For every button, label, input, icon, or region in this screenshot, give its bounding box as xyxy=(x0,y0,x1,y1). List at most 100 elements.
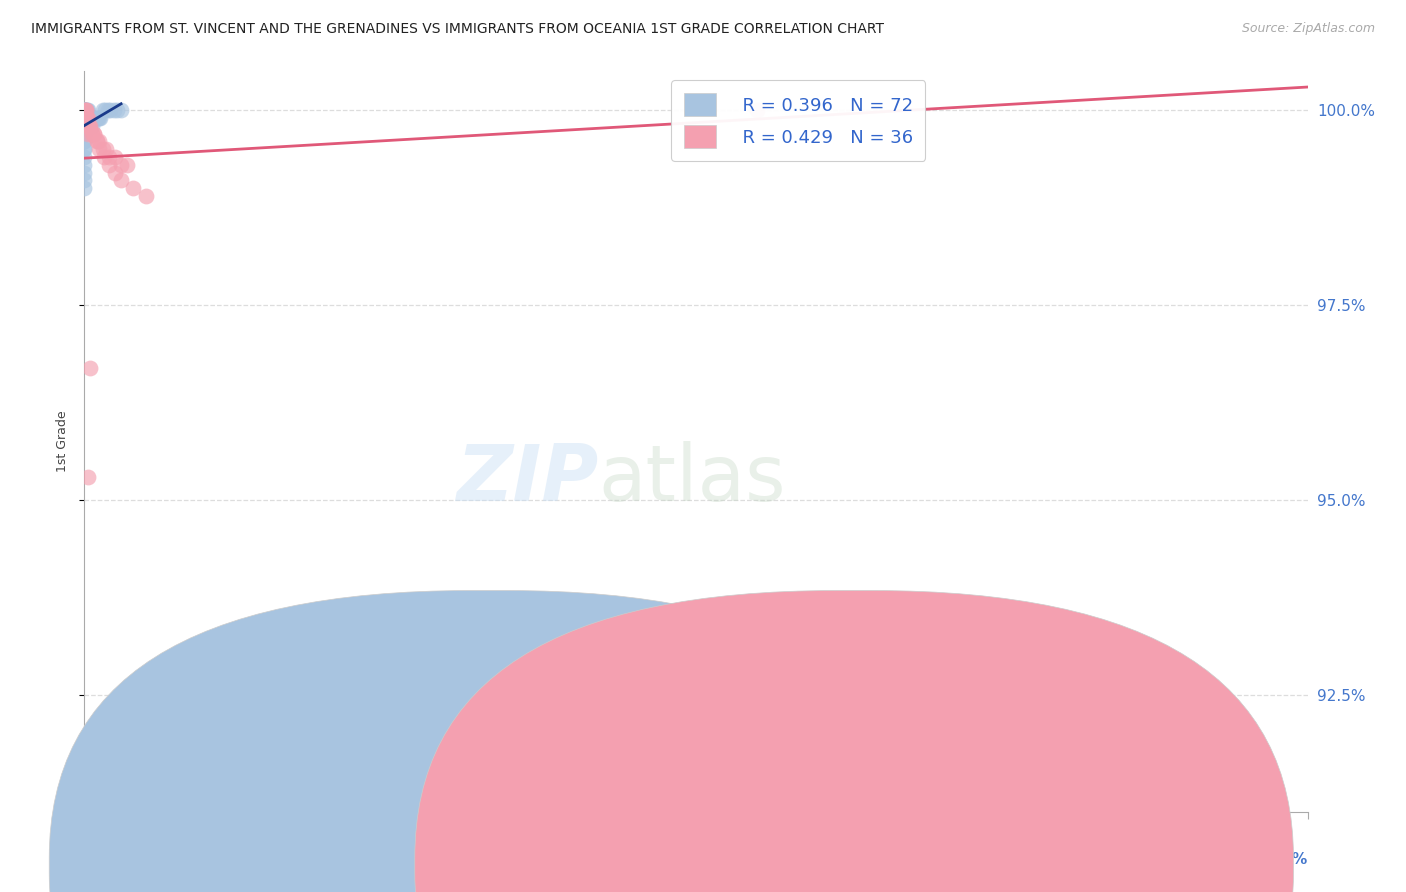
Point xyxy=(83,127,105,141)
Point xyxy=(73,111,96,125)
Point xyxy=(82,111,104,125)
Point xyxy=(80,119,103,133)
Point xyxy=(104,166,127,180)
Text: ZIP: ZIP xyxy=(456,441,598,516)
Point xyxy=(79,119,101,133)
Point xyxy=(97,158,120,172)
Point xyxy=(73,142,96,156)
Point xyxy=(73,119,96,133)
Point xyxy=(73,135,96,149)
Point xyxy=(91,142,114,156)
Point xyxy=(76,111,98,125)
Point xyxy=(73,111,96,125)
Text: Immigrants from St. Vincent and the Grenadines: Immigrants from St. Vincent and the Gren… xyxy=(520,858,858,872)
Point xyxy=(73,111,96,125)
Point xyxy=(77,111,100,125)
Point xyxy=(73,103,96,118)
Point xyxy=(83,127,105,141)
Point xyxy=(73,103,96,118)
Point xyxy=(76,103,98,118)
Point xyxy=(73,119,96,133)
Point xyxy=(75,103,97,118)
Point xyxy=(76,119,98,133)
Point xyxy=(77,103,100,118)
Point xyxy=(73,158,96,172)
Point xyxy=(77,111,100,125)
Point xyxy=(73,119,96,133)
Point xyxy=(79,360,101,375)
Point xyxy=(73,103,96,118)
Point xyxy=(76,119,98,133)
Point xyxy=(75,111,97,125)
Point xyxy=(73,111,96,125)
Point xyxy=(86,135,108,149)
Point xyxy=(97,150,120,164)
Text: Source: ZipAtlas.com: Source: ZipAtlas.com xyxy=(1241,22,1375,36)
Point xyxy=(77,111,100,125)
Point xyxy=(73,103,96,118)
Point xyxy=(73,173,96,187)
Point xyxy=(73,103,96,118)
Point xyxy=(73,103,96,118)
Point xyxy=(89,111,111,125)
Point xyxy=(73,103,96,118)
Point xyxy=(73,127,96,141)
Point xyxy=(73,150,96,164)
Point xyxy=(73,119,96,133)
Point xyxy=(110,103,132,118)
Point xyxy=(84,111,107,125)
Point xyxy=(110,158,132,172)
Point xyxy=(122,181,145,195)
Legend:   R = 0.396   N = 72,   R = 0.429   N = 36: R = 0.396 N = 72, R = 0.429 N = 36 xyxy=(671,80,925,161)
Point xyxy=(75,111,97,125)
Point xyxy=(83,111,105,125)
Point xyxy=(73,103,96,118)
Text: 0.0%: 0.0% xyxy=(84,853,127,867)
Point xyxy=(94,103,117,118)
Point xyxy=(79,119,101,133)
Point xyxy=(747,103,769,118)
Point xyxy=(98,103,121,118)
Point xyxy=(86,111,108,125)
Point xyxy=(77,119,100,133)
Point xyxy=(77,469,100,483)
Point xyxy=(91,103,114,118)
Point xyxy=(73,135,96,149)
Point xyxy=(87,111,110,125)
Point xyxy=(77,111,100,125)
Point xyxy=(73,103,96,118)
Point xyxy=(77,119,100,133)
Point xyxy=(110,173,132,187)
Point xyxy=(97,103,120,118)
Point xyxy=(79,111,101,125)
Point xyxy=(76,111,98,125)
Point xyxy=(87,142,110,156)
Point xyxy=(73,103,96,118)
Point xyxy=(77,119,100,133)
Point xyxy=(80,127,103,141)
Point xyxy=(87,111,110,125)
Point xyxy=(75,111,97,125)
Point xyxy=(73,142,96,156)
Point xyxy=(73,103,96,118)
Point xyxy=(73,166,96,180)
Point xyxy=(87,135,110,149)
Text: 100.0%: 100.0% xyxy=(1244,853,1308,867)
Point xyxy=(80,111,103,125)
Point xyxy=(77,111,100,125)
Point xyxy=(76,111,98,125)
Point xyxy=(103,103,125,118)
Point xyxy=(75,103,97,118)
Point xyxy=(86,135,108,149)
Point xyxy=(75,111,97,125)
Point xyxy=(76,111,98,125)
Point xyxy=(73,103,96,118)
Point xyxy=(75,111,97,125)
Point xyxy=(115,158,138,172)
Point xyxy=(73,103,96,118)
Point xyxy=(77,119,100,133)
Text: IMMIGRANTS FROM ST. VINCENT AND THE GRENADINES VS IMMIGRANTS FROM OCEANIA 1ST GR: IMMIGRANTS FROM ST. VINCENT AND THE GREN… xyxy=(31,22,884,37)
Point xyxy=(104,150,127,164)
Point xyxy=(96,142,118,156)
Text: Immigrants from Oceania: Immigrants from Oceania xyxy=(886,858,1063,872)
